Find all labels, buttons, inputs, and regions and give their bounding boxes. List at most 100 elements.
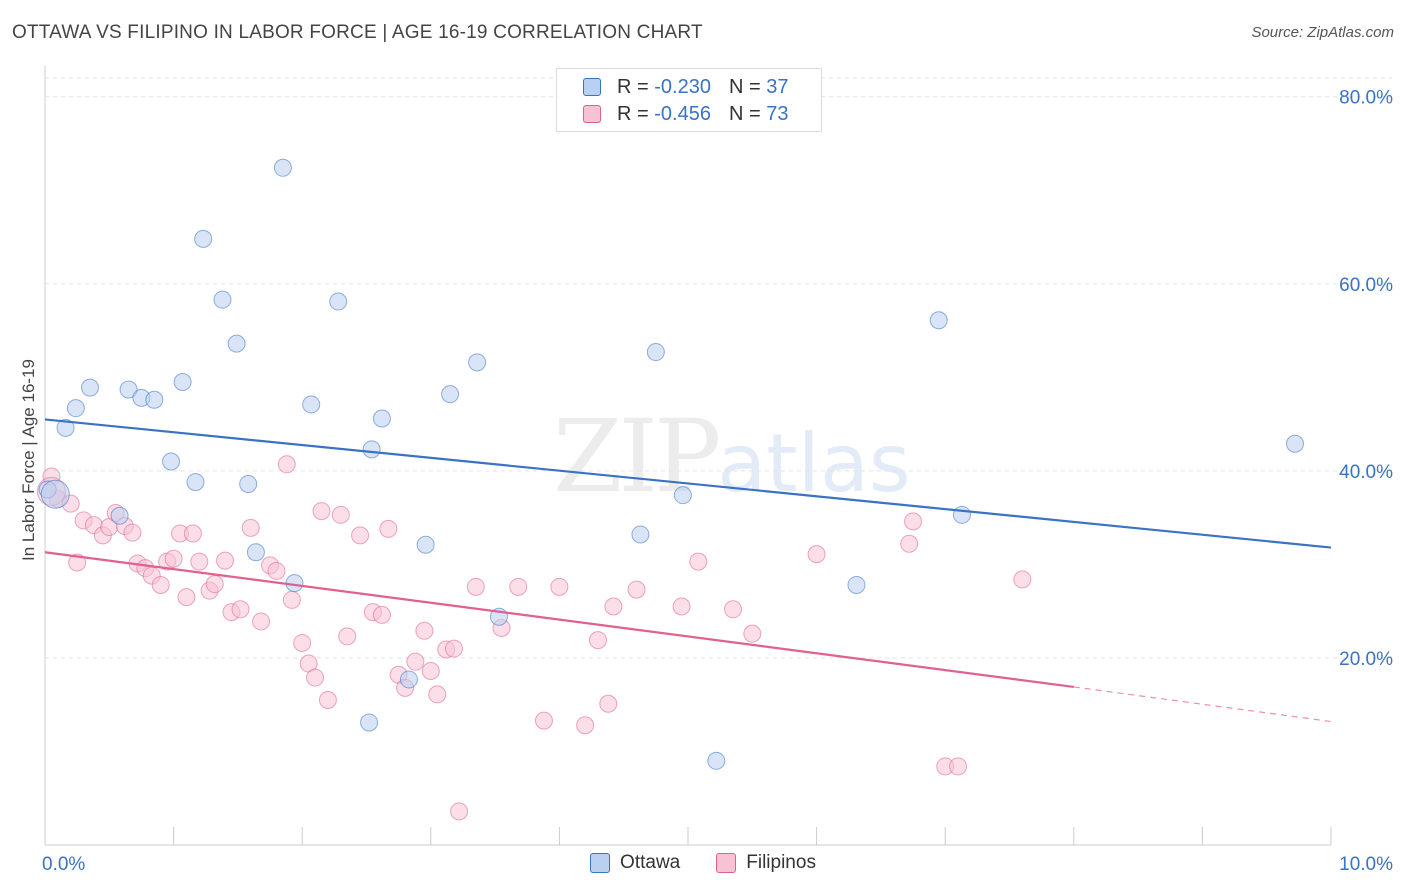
ottawa-point (302, 395, 321, 414)
filipinos-point (576, 716, 595, 735)
series-legend: Ottawa Filipinos (0, 852, 1406, 874)
legend-item-ottawa[interactable]: Ottawa (590, 852, 680, 874)
y-tick-label: 40.0% (1339, 462, 1393, 483)
filipinos-point (318, 691, 337, 710)
ottawa-legend-swatch (590, 853, 611, 873)
filipinos-point (351, 526, 370, 545)
filipinos-point (306, 668, 325, 687)
x-tick-label-max: 10.0% (1339, 854, 1393, 875)
watermark-zip: ZIP (553, 398, 721, 515)
filipinos-point (267, 561, 286, 580)
filipinos-swatch (583, 105, 601, 123)
ottawa-point (173, 372, 192, 391)
legend-r-value-filipinos: -0.456 (654, 102, 711, 125)
filipinos-point (406, 652, 425, 671)
filipinos-point (177, 588, 196, 607)
filipinos-point (672, 597, 691, 616)
ottawa-point (273, 158, 292, 177)
filipinos-point (509, 577, 528, 596)
ottawa-point (56, 418, 75, 437)
ottawa-point (372, 409, 391, 428)
watermark: ZIPatlas (553, 398, 911, 515)
y-tick-label: 80.0% (1339, 88, 1393, 109)
legend-n-value-filipinos: 73 (766, 102, 789, 125)
legend-item-filipinos[interactable]: Filipinos (716, 852, 816, 874)
filipinos-point (68, 553, 87, 572)
filipinos-point (444, 639, 463, 658)
ottawa-swatch (583, 78, 601, 96)
ottawa-point (360, 713, 379, 732)
ottawa-point (227, 334, 246, 353)
filipinos-point (205, 575, 224, 594)
ottawa-point (40, 479, 70, 509)
ottawa-point (441, 385, 460, 404)
ottawa-point (631, 525, 650, 544)
filipinos-point (689, 552, 708, 571)
legend-n-value-ottawa: 37 (766, 75, 789, 98)
filipinos-point (282, 590, 301, 609)
filipinos-point (949, 757, 968, 776)
filipinos-point (252, 612, 271, 631)
filipinos-point (724, 600, 743, 619)
filipinos-point (164, 549, 183, 568)
filipinos-point (293, 633, 312, 652)
filipinos-point (123, 523, 142, 542)
ottawa-point (329, 292, 348, 311)
ottawa-point (145, 390, 164, 409)
filipinos-point (428, 685, 447, 704)
filipinos-point (231, 600, 250, 619)
filipinos-point (415, 621, 434, 640)
legend-row-ottawa: R = -0.230 N = 37 (583, 75, 788, 99)
filipinos-point (550, 577, 569, 596)
ottawa-point (66, 399, 85, 418)
filipinos-point (372, 605, 391, 624)
y-tick-label: 60.0% (1339, 275, 1393, 296)
ottawa-trend-line (44, 418, 1332, 549)
legend-n-label: N = (728, 102, 761, 125)
legend-label-ottawa: Ottawa (620, 852, 681, 873)
filipinos-point (216, 551, 235, 570)
filipinos-point (599, 694, 618, 713)
filipinos-point (627, 580, 646, 599)
filipinos-point (450, 802, 469, 821)
ottawa-point (847, 575, 866, 594)
ottawa-point (186, 473, 205, 492)
filipinos-point (312, 502, 331, 521)
ottawa-point (1285, 434, 1304, 453)
legend-row-filipinos: R = -0.456 N = 73 (583, 102, 788, 126)
filipinos-point (904, 512, 923, 531)
ottawa-point (952, 505, 971, 524)
filipinos-point (338, 627, 357, 646)
ottawa-point (929, 311, 948, 330)
filipinos-point (466, 577, 485, 596)
correlation-legend: R = -0.230 N = 37 R = -0.456 N = 73 (556, 68, 822, 132)
filipinos-point (241, 518, 260, 537)
filipinos-trend-extension (1073, 686, 1332, 723)
watermark-atlas: atlas (717, 417, 911, 510)
filipinos-point (183, 524, 202, 543)
legend-r-value-ottawa: -0.230 (654, 75, 711, 98)
filipinos-point (534, 711, 553, 730)
ottawa-point (468, 353, 487, 372)
filipinos-point (190, 552, 209, 571)
filipinos-trend-line (44, 551, 1074, 689)
filipinos-point (421, 662, 440, 681)
source-label: Source: ZipAtlas.com (1251, 24, 1394, 41)
ottawa-point (162, 452, 181, 471)
filipinos-point (1013, 570, 1032, 589)
filipinos-point (331, 505, 350, 524)
y-tick-label: 20.0% (1339, 649, 1393, 670)
filipinos-point (277, 455, 296, 474)
ottawa-point (673, 486, 692, 505)
filipinos-point (604, 597, 623, 616)
ottawa-point (81, 378, 100, 397)
chart-title: OTTAWA VS FILIPINO IN LABOR FORCE | AGE … (12, 22, 703, 43)
ottawa-point (399, 670, 418, 689)
filipinos-point (743, 624, 762, 643)
filipinos-legend-swatch (716, 853, 737, 873)
legend-r-label: R = (617, 102, 649, 125)
legend-r-label: R = (617, 75, 649, 98)
ottawa-point (416, 535, 435, 554)
legend-n-label: N = (728, 75, 761, 98)
